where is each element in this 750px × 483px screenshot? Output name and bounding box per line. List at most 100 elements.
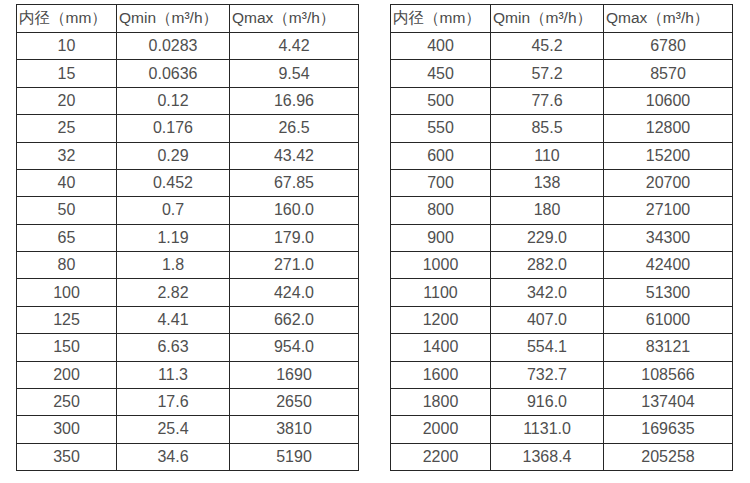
table-cell: 20700	[604, 169, 733, 196]
table-row: 35034.65190	[17, 443, 359, 470]
table-cell: 43.42	[230, 142, 359, 169]
table-cell: 67.85	[230, 169, 359, 196]
table-row: 801.8271.0	[17, 252, 359, 279]
table-cell: 916.0	[491, 388, 604, 415]
table-cell: 11.3	[117, 361, 230, 388]
table-row: 1506.63954.0	[17, 334, 359, 361]
table-row: 100.02834.42	[17, 33, 359, 60]
table-row: 320.2943.42	[17, 142, 359, 169]
table-cell: 0.29	[117, 142, 230, 169]
table-row: 250.17626.5	[17, 115, 359, 142]
table-cell: 1400	[391, 334, 491, 361]
table-cell: 5190	[230, 443, 359, 470]
table-cell: 51300	[604, 279, 733, 306]
table-row: 20011.31690	[17, 361, 359, 388]
table-cell: 229.0	[491, 224, 604, 251]
table-cell: 600	[391, 142, 491, 169]
table-cell: 110	[491, 142, 604, 169]
table-row: 400.45267.85	[17, 169, 359, 196]
table-cell: 1.8	[117, 252, 230, 279]
table-cell: 6780	[604, 33, 733, 60]
table-cell: 137404	[604, 388, 733, 415]
table-cell: 85.5	[491, 115, 604, 142]
table-cell: 10600	[604, 87, 733, 114]
table-cell: 300	[17, 416, 117, 443]
table-cell: 61000	[604, 306, 733, 333]
table-cell: 180	[491, 197, 604, 224]
table-cell: 125	[17, 306, 117, 333]
table-cell: 8570	[604, 60, 733, 87]
table-row: 30025.43810	[17, 416, 359, 443]
table-cell: 1100	[391, 279, 491, 306]
table-cell: 550	[391, 115, 491, 142]
table-cell: 1000	[391, 252, 491, 279]
table-cell: 700	[391, 169, 491, 196]
table-row: 651.19179.0	[17, 224, 359, 251]
table-row: 150.06369.54	[17, 60, 359, 87]
column-header: 内径（mm）	[391, 5, 491, 33]
table-header-row: 内径（mm）Qmin（m³/h）Qmax（m³/h）	[391, 5, 733, 33]
table-cell: 15	[17, 60, 117, 87]
table-cell: 6.63	[117, 334, 230, 361]
table-row: 1800916.0137404	[391, 388, 733, 415]
table-cell: 500	[391, 87, 491, 114]
table-cell: 57.2	[491, 60, 604, 87]
table-row: 50077.610600	[391, 87, 733, 114]
table-cell: 554.1	[491, 334, 604, 361]
table-cell: 800	[391, 197, 491, 224]
table-cell: 15200	[604, 142, 733, 169]
table-cell: 40	[17, 169, 117, 196]
table-cell: 424.0	[230, 279, 359, 306]
table-cell: 2000	[391, 416, 491, 443]
table-cell: 77.6	[491, 87, 604, 114]
table-row: 20001131.0169635	[391, 416, 733, 443]
table-cell: 34300	[604, 224, 733, 251]
table-cell: 65	[17, 224, 117, 251]
table-cell: 0.12	[117, 87, 230, 114]
page: 内径（mm）Qmin（m³/h）Qmax（m³/h） 100.02834.421…	[0, 0, 750, 483]
table-cell: 900	[391, 224, 491, 251]
table-cell: 32	[17, 142, 117, 169]
table-cell: 662.0	[230, 306, 359, 333]
table-row: 40045.26780	[391, 33, 733, 60]
table-row: 1400554.183121	[391, 334, 733, 361]
table-cell: 0.0636	[117, 60, 230, 87]
flow-rate-table-small-diameters: 内径（mm）Qmin（m³/h）Qmax（m³/h） 100.02834.421…	[16, 4, 359, 471]
column-header: 内径（mm）	[17, 5, 117, 33]
table-body: 100.02834.42150.06369.54200.1216.96250.1…	[17, 33, 359, 471]
table-cell: 12800	[604, 115, 733, 142]
table-cell: 42400	[604, 252, 733, 279]
table-cell: 2650	[230, 388, 359, 415]
table-cell: 0.176	[117, 115, 230, 142]
table-cell: 0.0283	[117, 33, 230, 60]
table-cell: 1600	[391, 361, 491, 388]
table-cell: 732.7	[491, 361, 604, 388]
table-cell: 271.0	[230, 252, 359, 279]
table-cell: 9.54	[230, 60, 359, 87]
table-row: 1254.41662.0	[17, 306, 359, 333]
column-header: Qmin（m³/h）	[491, 5, 604, 33]
table-row: 22001368.4205258	[391, 443, 733, 470]
table-row: 1000282.042400	[391, 252, 733, 279]
table-row: 200.1216.96	[17, 87, 359, 114]
table-cell: 342.0	[491, 279, 604, 306]
table-cell: 179.0	[230, 224, 359, 251]
table-cell: 400	[391, 33, 491, 60]
table-cell: 25.4	[117, 416, 230, 443]
table-cell: 17.6	[117, 388, 230, 415]
table-cell: 1131.0	[491, 416, 604, 443]
column-header: Qmin（m³/h）	[117, 5, 230, 33]
table-cell: 4.41	[117, 306, 230, 333]
table-cell: 160.0	[230, 197, 359, 224]
table-cell: 10	[17, 33, 117, 60]
table-cell: 100	[17, 279, 117, 306]
table-row: 500.7160.0	[17, 197, 359, 224]
table-cell: 350	[17, 443, 117, 470]
table-cell: 34.6	[117, 443, 230, 470]
table-cell: 25	[17, 115, 117, 142]
table-row: 45057.28570	[391, 60, 733, 87]
flow-rate-table-large-diameters: 内径（mm）Qmin（m³/h）Qmax（m³/h） 40045.2678045…	[390, 4, 733, 471]
table-row: 1200407.061000	[391, 306, 733, 333]
table-cell: 1.19	[117, 224, 230, 251]
table-row: 900229.034300	[391, 224, 733, 251]
